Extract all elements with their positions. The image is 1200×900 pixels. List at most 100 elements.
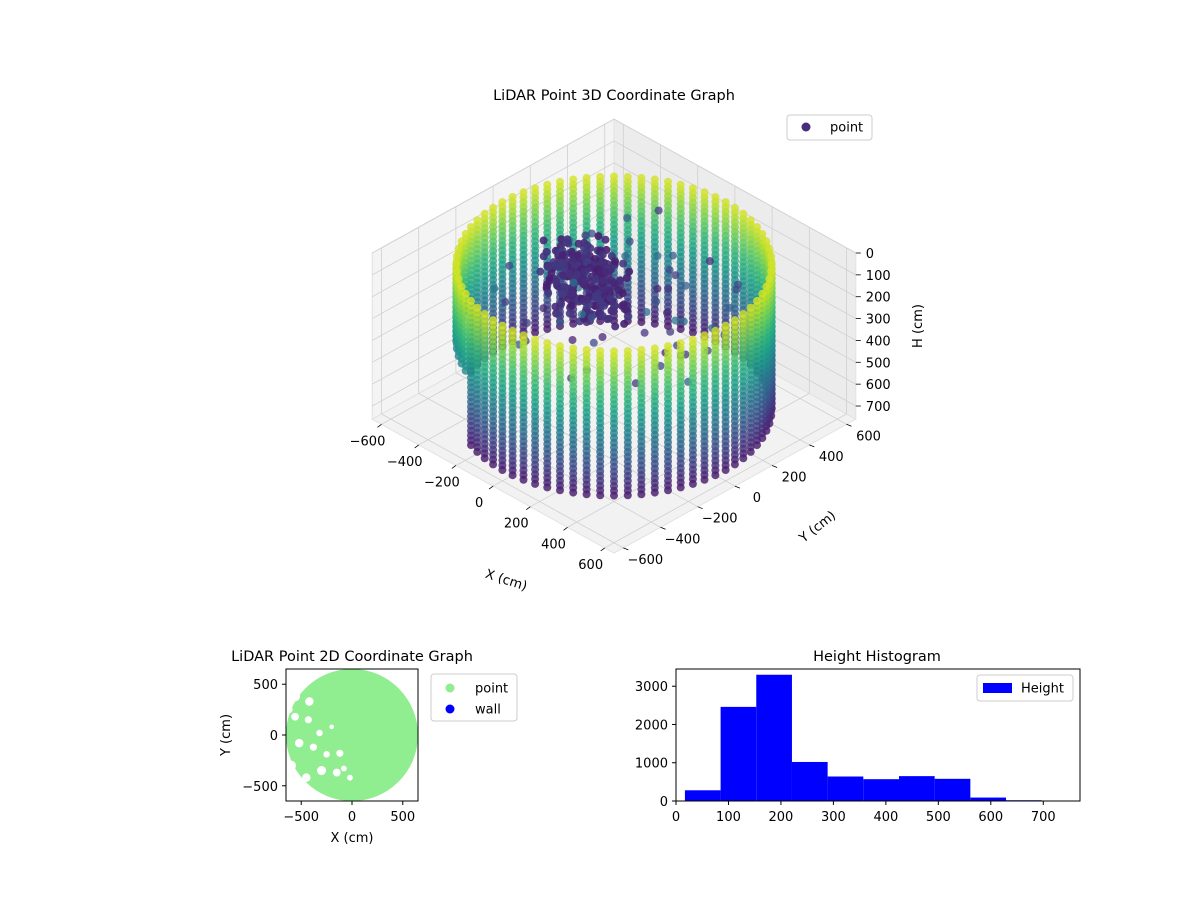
y-tick-label: −200 <box>702 512 738 527</box>
data-point <box>480 209 489 218</box>
data-point <box>598 312 607 320</box>
data-point <box>473 303 482 312</box>
data-point <box>654 206 663 215</box>
data-point <box>568 336 577 344</box>
histogram-bar <box>827 776 864 801</box>
legend-marker-point <box>445 683 455 693</box>
data-point <box>606 294 615 302</box>
y-tick-label: 0 <box>753 491 761 506</box>
data-point <box>688 335 697 344</box>
data-point <box>688 184 697 193</box>
data-point <box>461 289 470 298</box>
histogram-bar <box>720 706 757 801</box>
data-point <box>531 335 540 344</box>
data-point <box>542 280 551 289</box>
data-point <box>711 326 720 335</box>
data-point <box>739 209 748 218</box>
data-point <box>730 316 739 325</box>
y-tick <box>771 465 778 468</box>
histogram-bar <box>934 778 971 801</box>
z-tick-label: 100 <box>866 269 891 284</box>
data-point <box>765 244 774 253</box>
x-tick <box>600 547 605 552</box>
data-point <box>664 177 672 186</box>
gap <box>316 765 327 776</box>
chart-histogram: Height Histogram 0 100 200 300 400 500 600 7000… <box>635 649 1081 825</box>
histogram-bars <box>684 674 1042 801</box>
data-point <box>489 203 498 212</box>
point-cloud-gaps <box>286 691 353 793</box>
data-point <box>569 175 578 184</box>
histogram-legend: Height <box>976 674 1074 702</box>
data-point <box>536 267 545 276</box>
data-point <box>652 297 661 306</box>
gap <box>286 706 293 714</box>
data-point <box>730 203 739 212</box>
data-point <box>642 308 651 316</box>
legend-swatch-height <box>983 683 1012 693</box>
legend-box <box>786 114 873 141</box>
data-point <box>574 239 583 248</box>
data-point <box>700 331 709 340</box>
data-point <box>583 295 592 304</box>
data-point <box>753 296 761 305</box>
gap <box>347 774 353 781</box>
histogram-bar <box>684 790 721 801</box>
y-tick-label: −600 <box>627 553 663 568</box>
data-point <box>596 172 605 181</box>
data-point <box>555 263 564 272</box>
data-point <box>587 282 596 291</box>
data-point <box>598 250 607 259</box>
gap <box>323 751 330 758</box>
x-tick-label: 0 <box>348 810 356 825</box>
data-point <box>543 339 552 348</box>
data-point <box>554 309 563 318</box>
gap <box>286 760 296 771</box>
data-point <box>552 277 561 286</box>
data-point <box>611 322 620 331</box>
data-point <box>711 193 720 201</box>
data-point <box>582 257 591 266</box>
y-tick <box>660 526 666 530</box>
data-point <box>562 238 571 247</box>
data-point <box>461 230 470 238</box>
histogram-frame <box>675 668 1081 802</box>
legend-label-point: point <box>475 682 508 697</box>
data-point <box>605 286 614 295</box>
data-point <box>581 267 590 276</box>
y-tick-label: 400 <box>819 450 844 465</box>
data-point <box>623 347 632 355</box>
y-tick-label: 1000 <box>635 757 668 772</box>
data-point <box>505 261 514 270</box>
data-point <box>664 285 673 293</box>
data-point <box>559 280 568 289</box>
x-tick <box>488 485 494 490</box>
data-point <box>668 251 677 260</box>
data-point <box>762 237 771 246</box>
z-tick-label: 300 <box>866 313 891 328</box>
data-point <box>598 333 607 341</box>
z-tick-label: 400 <box>866 334 891 349</box>
legend-label-height: Height <box>1021 682 1064 697</box>
data-point <box>679 317 688 326</box>
data-point <box>767 267 776 276</box>
data-point <box>556 342 564 351</box>
data-point <box>539 304 548 313</box>
data-point <box>650 344 659 353</box>
data-point <box>620 319 629 328</box>
gap <box>294 738 304 748</box>
x-tick-label: −600 <box>350 434 386 449</box>
data-point <box>480 310 489 319</box>
x-tick-label: 700 <box>1031 810 1056 825</box>
data-point <box>599 276 608 285</box>
z-tick-label: 200 <box>866 291 891 306</box>
data-point <box>758 289 767 298</box>
histogram-ticks: 0 100 200 300 400 500 600 700 0 1000 2000 3000 <box>635 680 1056 825</box>
data-point <box>623 172 632 181</box>
histogram-bar <box>970 797 1007 801</box>
data-point <box>609 307 618 316</box>
data-point <box>508 326 517 335</box>
data-point <box>567 289 576 298</box>
grid-line <box>372 118 615 254</box>
data-point <box>573 251 582 260</box>
